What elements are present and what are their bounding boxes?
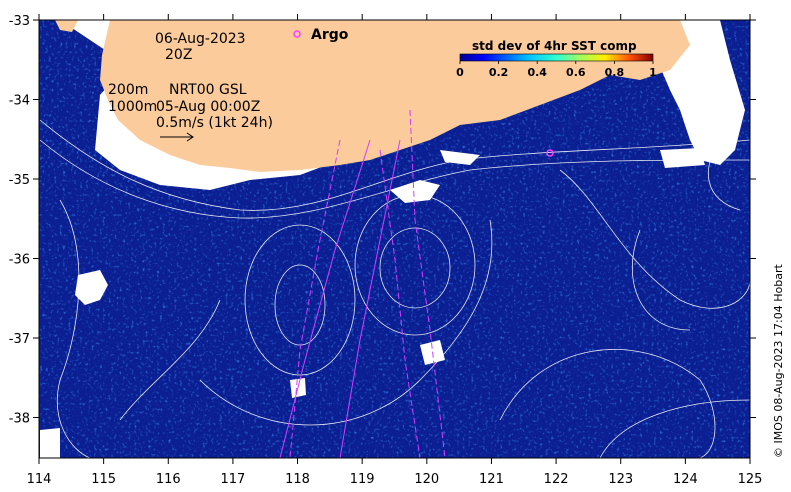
y-axis: -33 -34 -35 -36 -37 -38 [9,14,756,427]
colorbar-ticks: 0 0.2 0.4 0.6 0.8 1 [456,61,657,79]
x-tick-label: 118 [285,472,310,487]
x-tick-label: 123 [608,472,633,487]
product-label: NRT00 GSL [169,82,247,98]
map-date: 06-Aug-2023 [155,31,246,47]
colorbar-tick-label: 0.6 [566,66,586,79]
colorbar-tick-label: 0.4 [527,66,547,79]
colorbar-tick-label: 0.2 [489,66,509,79]
vector-scale-arrow [160,132,194,142]
plot-frame [38,19,751,459]
x-tick-label: 121 [479,472,504,487]
x-tick-label: 114 [27,472,52,487]
x-tick-label: 116 [156,472,181,487]
y-tick-label: -38 [9,412,30,427]
product-time-label: 05-Aug 00:00Z [156,99,260,115]
x-tick-label: 120 [414,472,439,487]
argo-legend-icon [293,30,301,38]
y-tick-label: -34 [9,94,30,109]
colorbar-tick-label: 1 [649,66,657,79]
y-tick-label: -35 [9,173,30,188]
x-tick-label: 115 [91,472,116,487]
depth-200-label: 200m [108,82,148,98]
x-tick-label: 124 [673,472,698,487]
colorbar [459,53,654,62]
y-tick-label: -37 [9,332,30,347]
y-tick-label: -33 [9,14,30,29]
x-tick-label: 119 [350,472,375,487]
land-cape [55,20,78,32]
x-tick-label: 122 [544,472,569,487]
colorbar-tick-label: 0 [456,66,464,79]
map-time: 20Z [165,47,192,63]
argo-float-marker [546,149,554,157]
colorbar-tick-label: 0.8 [605,66,625,79]
x-tick-label: 117 [220,472,245,487]
vector-scale-label: 0.5m/s (1kt 24h) [156,115,273,131]
argo-legend-label: Argo [311,27,349,43]
x-tick-label: 125 [738,472,763,487]
x-axis: 114 115 116 117 118 119 120 121 122 123 124 125 [27,14,763,487]
credit-text: © IMOS 08-Aug-2023 17:04 Hobart [772,264,785,458]
y-tick-label: -36 [9,253,30,268]
colorbar-title: std dev of 4hr SST comp [472,39,637,53]
argo-tracks [279,109,446,458]
depth-1000-label: 1000m [108,99,157,115]
current-contours [39,119,750,458]
